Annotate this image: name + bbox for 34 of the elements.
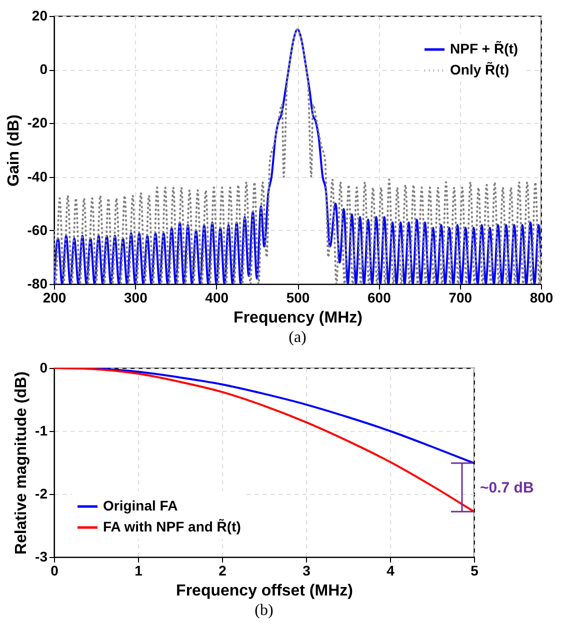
y-axis-title: Relative magnitude (dB) xyxy=(13,371,30,555)
x-tick-label: 4 xyxy=(386,562,395,578)
x-tick-label: 2 xyxy=(218,562,227,578)
y-tick-label: -20 xyxy=(27,114,48,131)
x-tick-label: 3 xyxy=(302,562,311,578)
y-tick-label: -60 xyxy=(27,222,48,238)
y-axis-title: Gain (dB) xyxy=(5,114,22,186)
legend-label: Original FA xyxy=(103,498,178,514)
x-tick-label: 600 xyxy=(367,290,392,306)
text: (a) xyxy=(288,329,306,346)
y-tick-label: -1 xyxy=(35,422,48,438)
legend-label: NPF + R̃(t) xyxy=(450,40,518,56)
text: (b) xyxy=(254,602,274,619)
legend-label: Only R̃(t) xyxy=(450,62,510,78)
y-tick-label: -40 xyxy=(27,168,48,184)
x-tick-label: 0 xyxy=(50,562,59,578)
x-tick-label: 800 xyxy=(530,290,554,306)
y-tick-label: 20 xyxy=(32,8,48,24)
y-tick-label: 0 xyxy=(40,360,48,376)
x-tick-label: 500 xyxy=(286,290,310,306)
y-tick-label: -80 xyxy=(27,276,48,292)
text: ~0.7 dB xyxy=(480,479,534,496)
x-tick-label: 200 xyxy=(42,290,66,306)
x-tick-label: 700 xyxy=(448,290,472,306)
y-tick-label: -3 xyxy=(35,548,48,564)
y-tick-label: -2 xyxy=(35,486,48,502)
x-tick-label: 5 xyxy=(470,562,479,578)
legend-label: FA with NPF and R̃(t) xyxy=(103,518,241,534)
x-tick-label: 1 xyxy=(134,562,143,578)
x-tick-label: 300 xyxy=(124,290,148,306)
x-axis-title: Frequency (MHz) xyxy=(234,310,362,326)
x-axis-title: Frequency offset (MHz) xyxy=(176,582,353,600)
y-tick-label: 0 xyxy=(40,61,48,78)
x-tick-label: 400 xyxy=(205,290,229,306)
